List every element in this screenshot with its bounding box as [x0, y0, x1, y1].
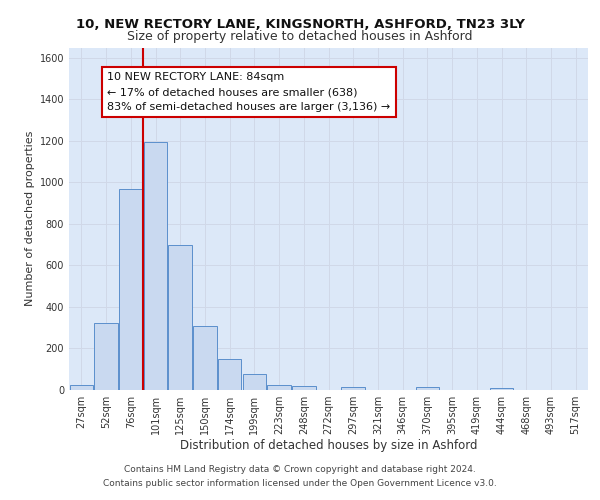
Y-axis label: Number of detached properties: Number of detached properties — [25, 131, 35, 306]
Bar — [193, 326, 217, 390]
Bar — [292, 386, 316, 390]
Text: 10, NEW RECTORY LANE, KINGSNORTH, ASHFORD, TN23 3LY: 10, NEW RECTORY LANE, KINGSNORTH, ASHFOR… — [76, 18, 524, 30]
Bar — [70, 385, 93, 390]
Text: Size of property relative to detached houses in Ashford: Size of property relative to detached ho… — [127, 30, 473, 43]
Bar — [218, 359, 241, 390]
Text: Contains HM Land Registry data © Crown copyright and database right 2024.
Contai: Contains HM Land Registry data © Crown c… — [103, 466, 497, 487]
Bar — [416, 387, 439, 390]
Bar — [144, 142, 167, 390]
Bar — [94, 322, 118, 390]
Bar — [268, 385, 291, 390]
Bar — [242, 374, 266, 390]
Text: 10 NEW RECTORY LANE: 84sqm
← 17% of detached houses are smaller (638)
83% of sem: 10 NEW RECTORY LANE: 84sqm ← 17% of deta… — [107, 72, 391, 112]
Bar — [119, 188, 143, 390]
Bar — [490, 388, 513, 390]
X-axis label: Distribution of detached houses by size in Ashford: Distribution of detached houses by size … — [180, 438, 477, 452]
Bar — [169, 244, 192, 390]
Bar — [341, 387, 365, 390]
